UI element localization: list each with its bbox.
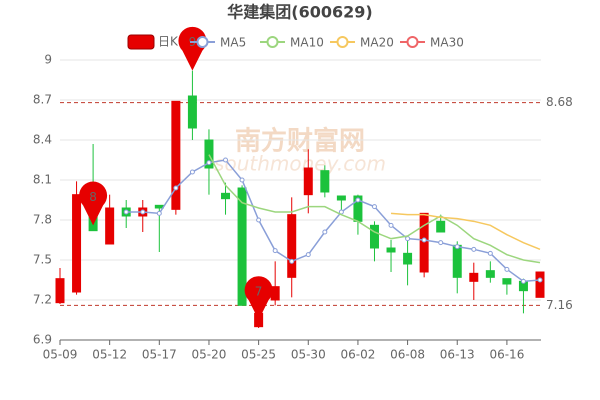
y-tick-label: 8.4 bbox=[33, 133, 52, 147]
watermark: southmoney.com bbox=[214, 152, 386, 176]
candle-body bbox=[237, 187, 247, 306]
x-tick-label: 05-17 bbox=[142, 348, 177, 362]
legend-icon bbox=[406, 36, 419, 48]
y-tick-label: 8.7 bbox=[33, 93, 52, 107]
candle-body bbox=[221, 192, 231, 200]
ma-line bbox=[126, 159, 541, 283]
candle-body bbox=[303, 167, 313, 196]
x-tick-label: 05-30 bbox=[291, 348, 326, 362]
x-tick-label: 06-16 bbox=[489, 348, 524, 362]
ma-point bbox=[322, 229, 328, 235]
ma-point bbox=[140, 209, 146, 215]
x-tick-label: 06-02 bbox=[340, 348, 375, 362]
candle-body bbox=[287, 214, 297, 278]
y-tick-label: 7.8 bbox=[33, 213, 52, 227]
candle-body bbox=[105, 207, 115, 245]
candle-body bbox=[452, 244, 462, 278]
ma-point bbox=[289, 258, 295, 264]
chart-title: 华建集团(600629) bbox=[227, 3, 372, 22]
candle-body bbox=[72, 194, 82, 293]
y-tick-label: 8.1 bbox=[33, 173, 52, 187]
ma-point bbox=[223, 157, 229, 163]
x-tick-label: 05-09 bbox=[43, 348, 78, 362]
legend-label: 日K bbox=[158, 35, 179, 49]
ma-point bbox=[537, 277, 543, 283]
ma-point bbox=[272, 248, 278, 254]
pin-label: 8 bbox=[89, 190, 97, 204]
candle-body bbox=[187, 95, 197, 129]
candle-body bbox=[469, 272, 479, 282]
legend-label: MA20 bbox=[360, 36, 394, 50]
ma-point bbox=[421, 237, 427, 243]
ma-point bbox=[189, 169, 195, 175]
ma-point bbox=[355, 197, 361, 203]
candle-body bbox=[436, 220, 446, 233]
y-tick-label: 7.5 bbox=[33, 253, 52, 267]
ma-point bbox=[123, 209, 129, 215]
ma-point bbox=[471, 246, 477, 252]
ma-point bbox=[371, 204, 377, 210]
legend-icon bbox=[266, 36, 279, 48]
ma-point bbox=[173, 185, 179, 191]
ma-point bbox=[156, 210, 162, 216]
candle-body bbox=[336, 195, 346, 201]
ma-point bbox=[239, 177, 245, 183]
legend-icon bbox=[196, 36, 209, 48]
ma-point bbox=[487, 250, 493, 256]
ma-line bbox=[390, 212, 541, 251]
legend-label: MA10 bbox=[290, 36, 324, 50]
ma-line bbox=[208, 154, 541, 264]
candle-body bbox=[171, 100, 181, 210]
ma-point bbox=[256, 217, 262, 223]
ma-point bbox=[405, 236, 411, 242]
legend-label: MA30 bbox=[430, 36, 464, 50]
y-tick-label: 9 bbox=[44, 53, 52, 67]
ma-point bbox=[206, 160, 212, 166]
pin-label: 7 bbox=[255, 285, 263, 299]
candle-body bbox=[403, 252, 413, 265]
ma-point bbox=[520, 278, 526, 284]
candle-body bbox=[55, 278, 65, 304]
ma-point bbox=[305, 252, 311, 258]
candle-body bbox=[535, 271, 545, 298]
pin bbox=[79, 181, 108, 226]
candle-body bbox=[419, 212, 429, 273]
x-tick-label: 06-13 bbox=[440, 348, 475, 362]
ma-point bbox=[504, 266, 510, 272]
x-tick-label: 05-20 bbox=[192, 348, 227, 362]
legend-icon bbox=[336, 36, 349, 48]
ma-point bbox=[388, 222, 394, 228]
ma-point bbox=[454, 244, 460, 250]
x-tick-label: 05-25 bbox=[241, 348, 276, 362]
y-tick-label: 7.2 bbox=[33, 293, 52, 307]
candle-body bbox=[485, 270, 495, 278]
reference-label: 7.16 bbox=[546, 298, 573, 312]
x-tick-label: 06-08 bbox=[390, 348, 425, 362]
candle-body bbox=[502, 278, 512, 285]
reference-label: 8.68 bbox=[546, 95, 573, 109]
candle-body bbox=[204, 139, 214, 169]
candle-body bbox=[154, 204, 164, 209]
candle-body bbox=[369, 224, 379, 249]
ma-point bbox=[438, 240, 444, 246]
candle-body bbox=[386, 247, 396, 253]
watermark: 南方财富网 bbox=[235, 126, 365, 157]
legend-icon bbox=[127, 34, 155, 50]
legend-label: MA5 bbox=[220, 36, 246, 50]
candle-body bbox=[320, 170, 330, 193]
x-tick-label: 05-12 bbox=[92, 348, 127, 362]
y-tick-label: 6.9 bbox=[33, 333, 52, 347]
pin bbox=[244, 276, 273, 320]
